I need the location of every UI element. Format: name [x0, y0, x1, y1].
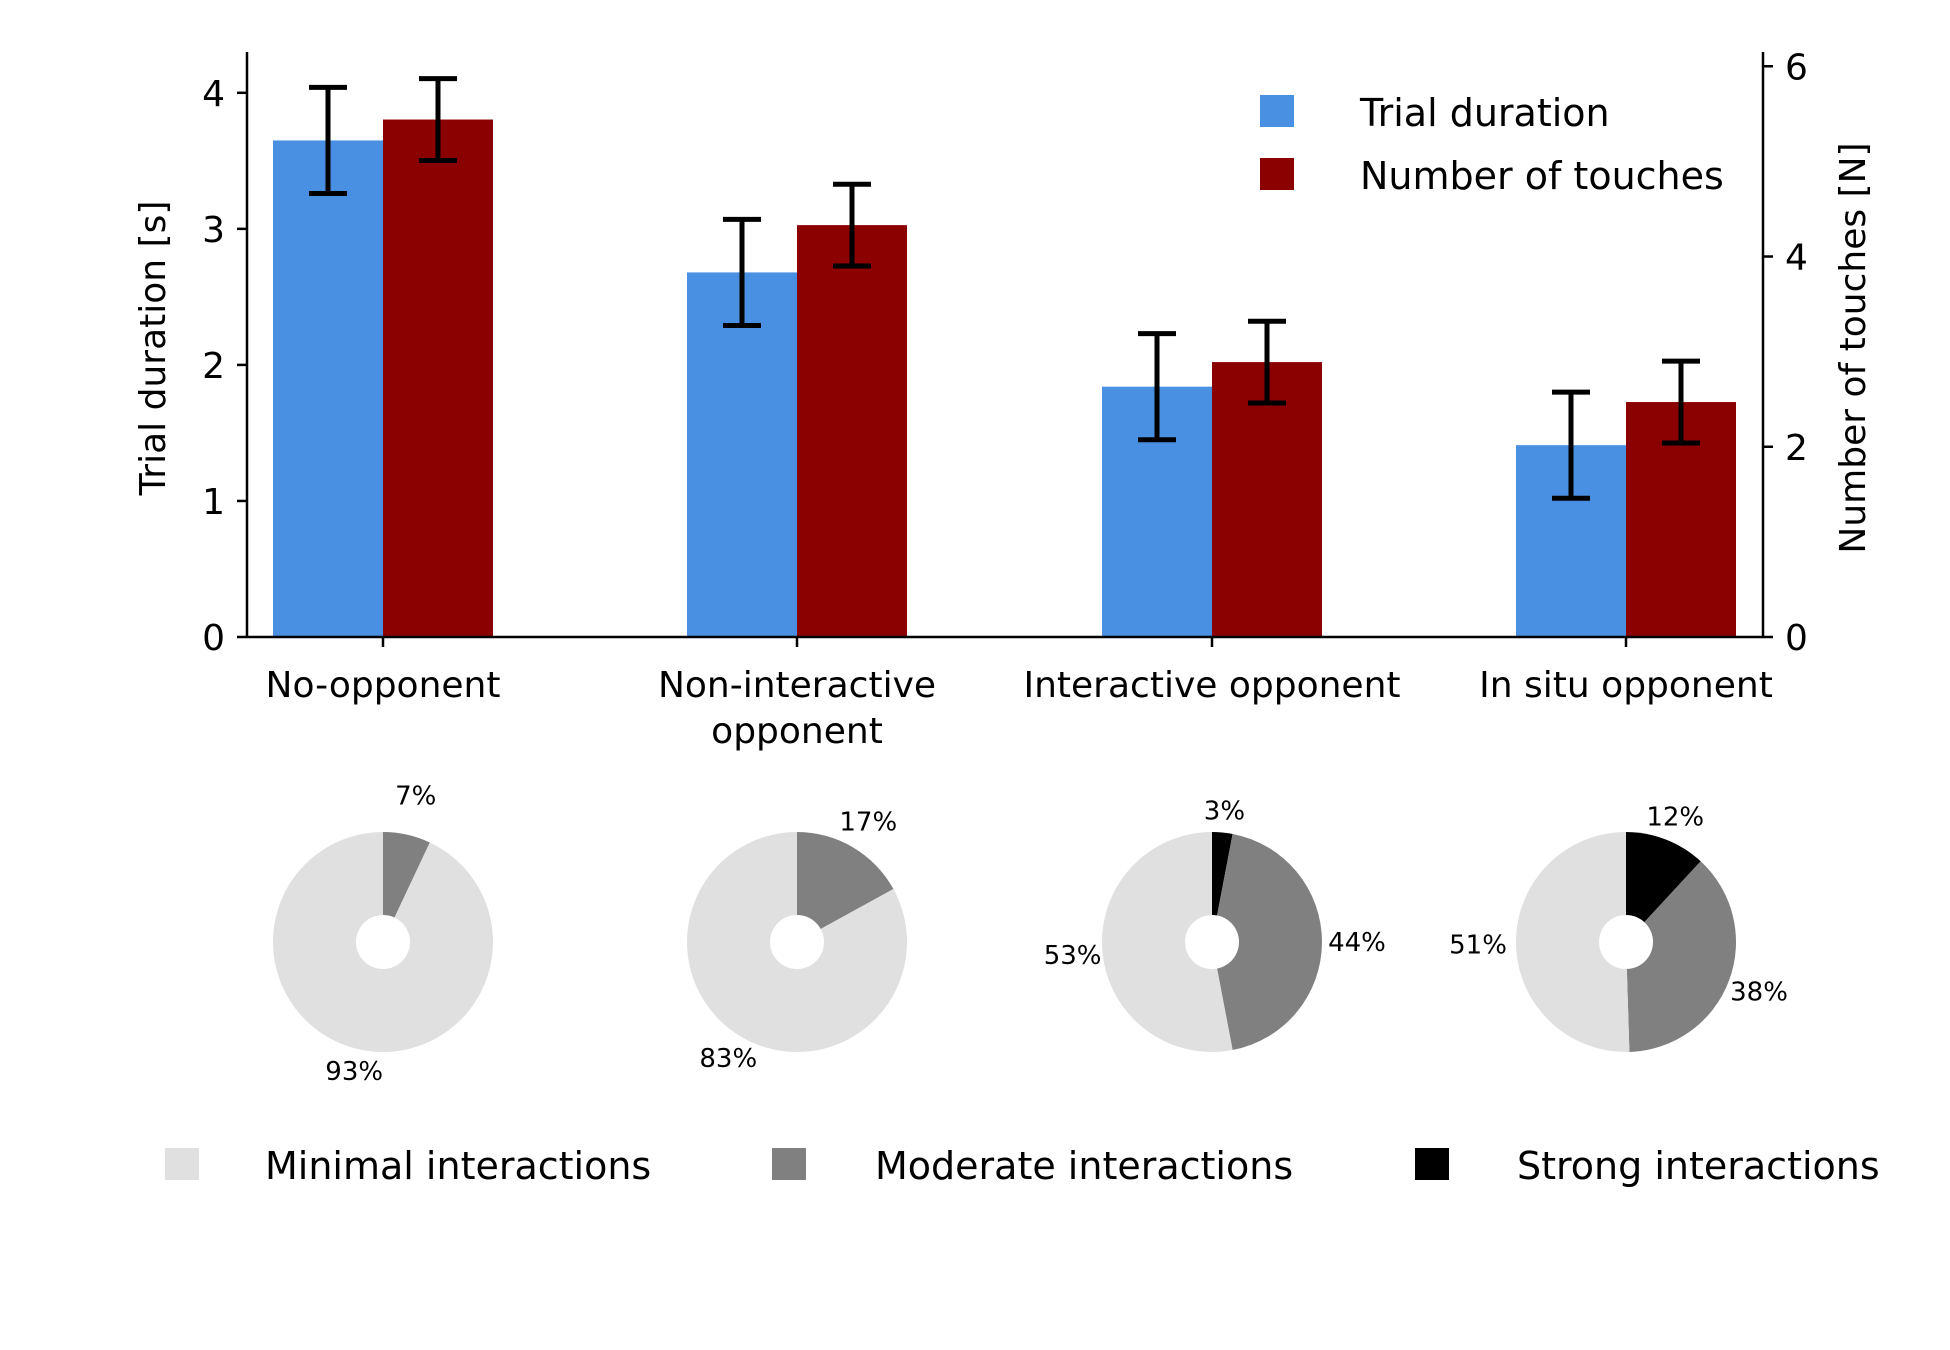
bar-chart: 0 1 2 3 4 0 2 4 6 No-opponent Non-interactive oppo…	[133, 47, 1874, 752]
error-bar-number-of-touches-in-situ-opponent	[1662, 358, 1700, 446]
donut-hole	[1185, 915, 1239, 969]
legend-label-number-of-touches: Number of touches	[1360, 154, 1724, 198]
bar-trial-duration-non-interactive-opponent	[687, 272, 797, 637]
bars-group	[273, 119, 1736, 638]
error-bar-trial-duration-no-opponent	[309, 84, 347, 196]
x-tick-label-in-situ-opponent: In situ opponent	[1479, 665, 1773, 706]
y-tick-label-right-4: 4	[1785, 238, 1808, 279]
donut-slice-moderate-interactions	[1626, 861, 1737, 1052]
donut-chart-2: 17% 83%	[687, 807, 908, 1074]
y-tick-label-right-2: 2	[1785, 428, 1808, 469]
donut-label-moderate-interactions: 44%	[1328, 928, 1386, 958]
donut-label-minimal-interactions: 51%	[1449, 930, 1507, 960]
y-tick-label-left-4: 4	[202, 74, 225, 115]
x-tick-label-line: In situ opponent	[1479, 665, 1773, 706]
axes-group: 0 1 2 3 4 0 2 4 6	[202, 47, 1808, 659]
legend-swatch-moderate	[772, 1148, 806, 1180]
donut-slice-moderate-interactions	[1212, 833, 1322, 1051]
y-axis-title-right: Number of touches [N]	[1833, 142, 1874, 553]
bar-number-of-touches-non-interactive-opponent	[797, 225, 907, 637]
y-tick-label-right-0: 0	[1785, 618, 1808, 659]
y-tick-label-left-1: 1	[202, 482, 225, 523]
donut-label-moderate-interactions: 17%	[839, 807, 897, 837]
y-tick-label-left-0: 0	[202, 618, 225, 659]
donut-charts: 7% 93% 17% 83% 3% 44% 53% 12% 38% 51%	[273, 782, 1788, 1087]
y-axis-title-left: Trial duration [s]	[133, 201, 174, 497]
x-tick-label-line: opponent	[711, 711, 883, 752]
donut-slice-strong-interactions	[1626, 832, 1701, 942]
x-tick-label-no-opponent: No-opponent	[266, 665, 501, 706]
donut-slice-minimal-interactions	[1515, 832, 1630, 1052]
bar-number-of-touches-no-opponent	[383, 119, 493, 638]
donut-chart-3: 3% 44% 53%	[1044, 797, 1386, 1052]
bar-trial-duration-no-opponent	[273, 140, 383, 637]
donut-label-moderate-interactions: 7%	[395, 782, 436, 812]
donut-label-strong-interactions: 3%	[1204, 797, 1245, 827]
y-tick-label-left-3: 3	[202, 210, 225, 251]
donut-slice-strong-interactions	[1212, 832, 1233, 942]
donut-label-minimal-interactions: 83%	[699, 1044, 757, 1074]
donut-label-moderate-interactions: 38%	[1730, 978, 1788, 1008]
donut-hole	[1599, 915, 1653, 969]
error-bars-group	[309, 76, 1700, 501]
interaction-legend: Minimal interactions Moderate interactio…	[165, 1144, 1880, 1188]
error-bar-trial-duration-non-interactive-opponent	[723, 216, 761, 328]
legend-swatch-minimal	[165, 1148, 199, 1180]
error-bar-number-of-touches-no-opponent	[419, 76, 457, 163]
legend-swatch-trial-duration	[1260, 95, 1294, 127]
error-bar-number-of-touches-non-interactive-opponent	[833, 181, 871, 269]
donut-slice-minimal-interactions	[1101, 832, 1233, 1052]
error-bar-trial-duration-in-situ-opponent	[1552, 389, 1590, 501]
legend-swatch-number-of-touches	[1260, 158, 1294, 190]
error-bar-number-of-touches-interactive-opponent	[1248, 318, 1286, 406]
donut-slice-moderate-interactions	[797, 832, 894, 942]
legend-label-minimal: Minimal interactions	[265, 1144, 651, 1188]
donut-label-minimal-interactions: 93%	[325, 1057, 383, 1087]
x-tick-label-line: No-opponent	[266, 665, 501, 706]
legend-label-trial-duration: Trial duration	[1359, 91, 1610, 135]
donut-chart-4: 12% 38% 51%	[1449, 802, 1788, 1052]
bar-legend: Trial duration Number of touches	[1260, 91, 1724, 198]
x-tick-label-interactive-opponent: Interactive opponent	[1023, 665, 1400, 706]
legend-label-moderate: Moderate interactions	[875, 1144, 1293, 1188]
x-tick-label-line: Interactive opponent	[1023, 665, 1400, 706]
donut-slice-moderate-interactions	[383, 832, 430, 942]
x-tick-label-line: Non-interactive	[658, 665, 936, 706]
donut-label-strong-interactions: 12%	[1646, 802, 1704, 832]
legend-swatch-strong	[1415, 1148, 1449, 1180]
y-tick-label-left-2: 2	[202, 346, 225, 387]
y-tick-label-right-6: 6	[1785, 47, 1808, 88]
donut-chart-1: 7% 93%	[273, 782, 494, 1087]
donut-hole	[770, 915, 824, 969]
x-tick-label-non-interactive-opponent: Non-interactive opponent	[658, 665, 936, 752]
bar-number-of-touches-interactive-opponent	[1212, 362, 1322, 637]
donut-label-minimal-interactions: 53%	[1044, 941, 1102, 971]
donut-hole	[356, 915, 410, 969]
category-labels: No-opponent Non-interactive opponent Intera…	[266, 665, 1773, 752]
legend-label-strong: Strong interactions	[1517, 1144, 1880, 1188]
error-bar-trial-duration-interactive-opponent	[1138, 331, 1176, 443]
